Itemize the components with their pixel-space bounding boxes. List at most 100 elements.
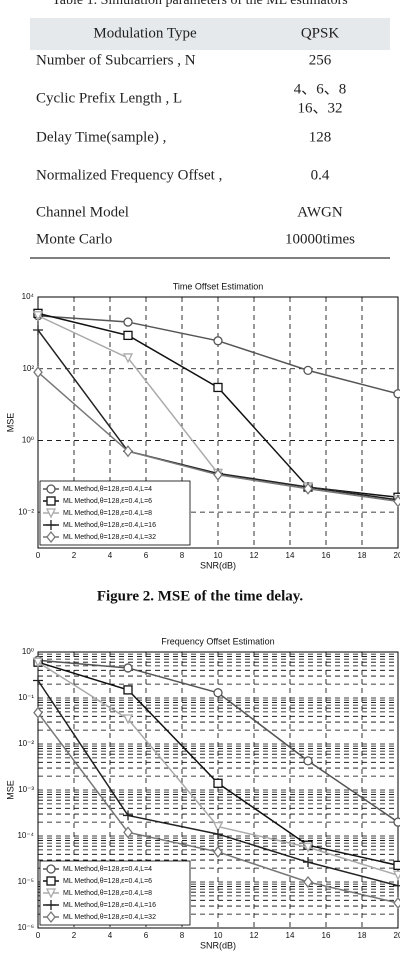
table-cell: 0.4	[311, 167, 330, 183]
marker	[33, 675, 43, 686]
x-tick-label: 18	[358, 931, 367, 940]
marker	[393, 880, 400, 891]
table-cell: Monte Carlo	[36, 231, 112, 247]
chart: Frequency Offset Estimation SNR(dB) MSE 0 2 4…	[5, 636, 400, 950]
legend-label: ML Method,θ=128,ε=0.4,L=16	[63, 902, 156, 909]
marker	[212, 821, 224, 833]
legend-label: ML Method,θ=128,ε=0.4,L=6	[63, 498, 152, 505]
table-cell: AWGN	[297, 204, 343, 220]
marker	[393, 860, 400, 871]
x-tick-label: 12	[250, 551, 259, 560]
marker	[303, 857, 313, 868]
x-tick-label: 16	[322, 931, 331, 940]
x-tick-label: 18	[358, 551, 367, 560]
chart: Time Offset Estimation SNR(dB) MSE Figure 2…	[5, 281, 400, 604]
marker	[123, 810, 133, 821]
x-tick-label: 2	[72, 551, 77, 560]
legend-box	[39, 860, 191, 926]
marker	[213, 845, 223, 858]
x-tick-label: 2	[72, 931, 77, 940]
y-tick-label: 10⁻³	[18, 785, 34, 794]
marker	[46, 484, 56, 494]
marker	[46, 910, 56, 924]
y-tick-label: 10⁻¹	[18, 693, 34, 702]
x-tick-label: 8	[180, 551, 185, 560]
marker	[46, 496, 56, 506]
legend-label: ML Method,θ=128,ε=0.4,L=16	[63, 522, 156, 529]
marker	[213, 778, 223, 788]
y-tick-label: 10⁰	[22, 647, 34, 656]
marker	[303, 365, 313, 376]
legend-label: ML Method,θ=128,ε=0.4,L=32	[63, 914, 156, 921]
marker	[123, 663, 133, 673]
marker	[303, 756, 313, 766]
y-tick-label: 10⁻⁵	[18, 877, 34, 886]
y-tick-label: 10⁻²	[18, 507, 34, 516]
x-tick-label: 14	[286, 931, 295, 940]
marker	[393, 495, 400, 508]
x-tick-label: 6	[144, 551, 149, 560]
x-tick-label: 4	[108, 931, 113, 940]
marker	[46, 864, 56, 874]
table-header: Modulation Type	[93, 25, 197, 41]
marker	[302, 842, 314, 853]
legend-label: ML Method,θ=128,ε=0.4,L=8	[63, 510, 152, 517]
marker	[393, 896, 400, 910]
marker	[213, 829, 223, 840]
marker	[46, 530, 56, 544]
table-cell: 16、32	[297, 100, 342, 116]
table-header: QPSK	[301, 25, 340, 41]
table-cell: Delay Time(sample) ,	[36, 129, 166, 145]
y-tick-label: 10²	[22, 364, 34, 373]
x-axis-label: SNR(dB)	[200, 560, 236, 570]
marker	[123, 685, 133, 695]
x-tick-label: 10	[214, 551, 223, 560]
x-tick-label: 20	[394, 551, 400, 560]
legend-label: ML Method,θ=128,ε=0.4,L=8	[63, 890, 152, 897]
table-cell: Normalized Frequency Offset ,	[36, 167, 222, 183]
marker	[123, 317, 133, 327]
chart-title: Frequency Offset Estimation	[161, 636, 274, 646]
table-cell: 10000times	[285, 231, 355, 247]
chart-title: Time Offset Estimation	[173, 281, 264, 291]
x-tick-label: 4	[108, 551, 113, 560]
table-header-bg	[30, 18, 390, 50]
marker	[46, 876, 56, 886]
table-cell: 128	[309, 129, 332, 145]
x-tick-label: 0	[36, 931, 41, 940]
marker	[46, 520, 56, 530]
y-tick-label: 10⁴	[22, 292, 35, 301]
y-axis-label: MSE	[5, 413, 15, 433]
table-cell: 256	[309, 52, 332, 68]
x-tick-label: 0	[36, 551, 41, 560]
marker	[303, 482, 313, 495]
y-tick-label: 10⁻⁶	[18, 923, 34, 932]
marker	[45, 508, 57, 519]
x-axis-label: SNR(dB)	[200, 940, 236, 950]
table-cell: Cyclic Prefix Length , L	[36, 90, 182, 106]
legend-label: ML Method,θ=128,ε=0.4,L=6	[63, 878, 152, 885]
marker	[33, 706, 43, 719]
marker	[213, 336, 223, 346]
legend-box	[39, 480, 191, 546]
marker	[392, 870, 400, 881]
marker	[123, 330, 133, 341]
marker	[32, 311, 44, 322]
marker	[303, 875, 313, 889]
figure-caption: Figure 2. MSE of the time delay.	[97, 588, 304, 604]
marker	[33, 325, 43, 336]
x-tick-label: 20	[394, 931, 400, 940]
marker	[122, 714, 134, 725]
marker	[213, 382, 223, 393]
table-cell: Number of Subcarriers , N	[36, 52, 196, 68]
marker	[122, 353, 134, 364]
table-cell: Channel Model	[36, 204, 129, 220]
x-tick-label: 6	[144, 931, 149, 940]
y-tick-label: 10⁰	[22, 436, 34, 445]
marker	[46, 900, 56, 910]
x-tick-label: 14	[286, 551, 295, 560]
marker	[213, 468, 223, 481]
marker	[213, 688, 223, 698]
y-tick-label: 10⁻²	[18, 739, 34, 748]
